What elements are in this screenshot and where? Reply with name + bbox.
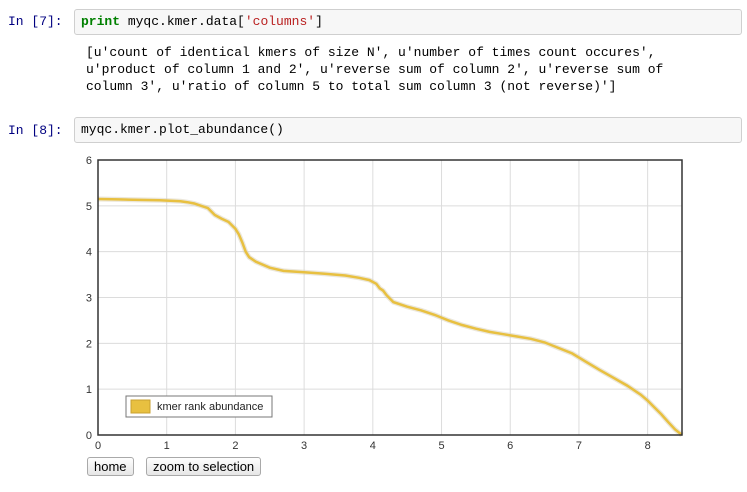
home-button[interactable]: home <box>87 457 134 476</box>
output-line: column 3', u'ratio of column 5 to total … <box>86 79 617 94</box>
x-tick-label: 2 <box>232 440 238 452</box>
code-text: myqc.kmer.plot_abundance() <box>81 122 284 137</box>
code-input-cell-7[interactable]: print myqc.kmer.data['columns'] <box>74 9 742 35</box>
y-tick-label: 4 <box>86 247 92 259</box>
code-text: myqc.kmer.data[ <box>120 14 245 29</box>
zoom-to-selection-button[interactable]: zoom to selection <box>146 457 262 476</box>
output-line: u'product of column 1 and 2', u'reverse … <box>86 62 664 77</box>
x-tick-label: 3 <box>301 440 307 452</box>
x-tick-label: 4 <box>370 440 376 452</box>
y-tick-label: 3 <box>86 293 92 305</box>
input-prompt-7: In [7]: <box>8 14 63 29</box>
legend-box <box>125 395 273 418</box>
x-tick-label: 1 <box>164 440 170 452</box>
code-string: 'columns' <box>244 14 316 29</box>
legend: kmer rank abundance <box>125 395 273 418</box>
code-input-cell-8[interactable]: myqc.kmer.plot_abundance() <box>74 117 742 143</box>
output-line: [u'count of identical kmers of size N', … <box>86 45 656 60</box>
series-line-kmer-rank-abundance <box>97 197 683 436</box>
x-tick-label: 7 <box>576 440 582 452</box>
legend-label: kmer rank abundance <box>157 401 263 413</box>
y-tick-label: 0 <box>86 430 92 442</box>
x-tick-label: 0 <box>95 440 101 452</box>
code-keyword: print <box>81 14 121 29</box>
plot-frame <box>97 159 683 436</box>
output-cell-7: [u'count of identical kmers of size N', … <box>86 44 663 95</box>
y-tick-label: 6 <box>86 155 92 167</box>
x-tick-label: 6 <box>507 440 513 452</box>
input-prompt-8: In [8]: <box>8 123 63 138</box>
x-tick-label: 8 <box>645 440 651 452</box>
y-tick-label: 1 <box>86 384 92 396</box>
x-tick-label: 5 <box>438 440 444 452</box>
y-tick-label: 2 <box>86 338 92 350</box>
code-text-end: ] <box>315 14 323 29</box>
legend-swatch <box>130 399 151 414</box>
y-tick-label: 5 <box>86 201 92 213</box>
